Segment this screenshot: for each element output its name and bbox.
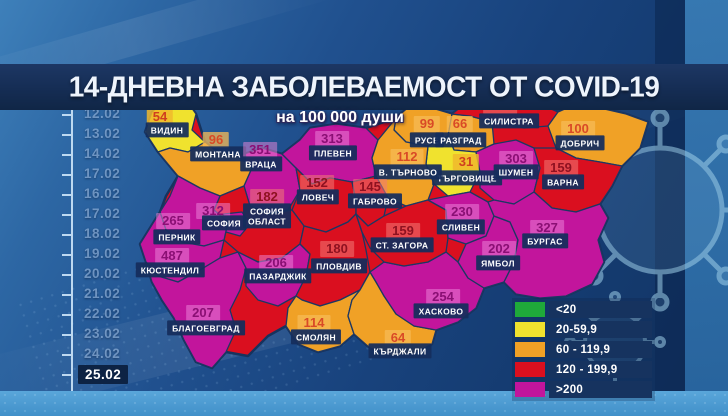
timeline-tick: [62, 214, 71, 216]
timeline-date: 20.02: [84, 266, 121, 281]
timeline-tick: [62, 274, 71, 276]
timeline-date: 19.02: [84, 246, 121, 261]
timeline-tick: [62, 154, 71, 156]
timeline-tick: [62, 354, 71, 356]
timeline-date: 17.02: [84, 166, 121, 181]
legend-swatch-magenta: [515, 382, 545, 397]
timeline-date: 23.02: [84, 326, 121, 341]
timeline-tick: [62, 174, 71, 176]
page-title: 14-ДНЕВНА ЗАБОЛЕВАЕМОСТ ОТ COVID-19: [68, 70, 660, 103]
timeline-tick: [62, 334, 71, 336]
timeline-current-date: 25.02: [78, 365, 129, 384]
legend-label: 60 - 119,9: [549, 341, 652, 358]
timeline-tick: [62, 234, 71, 236]
timeline-tick: [62, 134, 71, 136]
legend-swatch-yellow: [515, 322, 545, 337]
subtitle: на 100 000 души: [276, 109, 404, 126]
legend-row: 60 - 119,9: [515, 341, 652, 358]
title-bar: 14-ДНЕВНА ЗАБОЛЕВАЕМОСТ ОТ COVID-19: [0, 64, 728, 110]
timeline-axis: [71, 105, 73, 391]
timeline-date: 16.02: [84, 186, 121, 201]
legend-swatch-red: [515, 362, 545, 377]
timeline-date: 21.02: [84, 286, 121, 301]
timeline-date: 18.02: [84, 226, 121, 241]
timeline-tick: [62, 194, 71, 196]
timeline-tick: [62, 314, 71, 316]
legend-label: <20: [549, 301, 652, 318]
legend-swatch-green: [515, 302, 545, 317]
legend-row: >200: [515, 381, 652, 398]
legend-swatch-orange: [515, 342, 545, 357]
legend-row: 120 - 199,9: [515, 361, 652, 378]
timeline-date: 17.02: [84, 206, 121, 221]
timeline-date: 14.02: [84, 146, 121, 161]
legend-row: <20: [515, 301, 652, 318]
bottom-band: [0, 391, 728, 416]
legend-row: 20-59,9: [515, 321, 652, 338]
legend-label: >200: [549, 381, 652, 398]
timeline-tick: [62, 294, 71, 296]
legend: <20 20-59,9 60 - 119,9 120 - 199,9 >200: [512, 298, 655, 401]
timeline-date: 13.02: [84, 126, 121, 141]
timeline-tick: [62, 114, 71, 116]
timeline-tick: [62, 374, 71, 376]
timeline-date: 24.02: [84, 346, 121, 361]
timeline-date: 22.02: [84, 306, 121, 321]
timeline-tick: [62, 254, 71, 256]
legend-label: 20-59,9: [549, 321, 652, 338]
legend-label: 120 - 199,9: [549, 361, 652, 378]
